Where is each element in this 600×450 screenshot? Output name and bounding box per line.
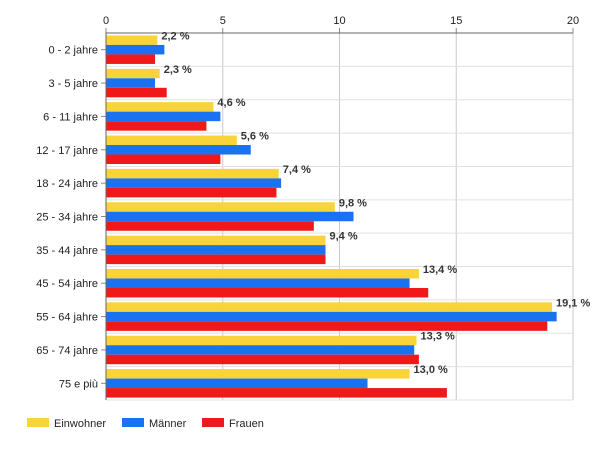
category-label: 55 - 64 jahre [36,312,98,324]
category-label: 12 - 17 jahre [36,145,98,157]
legend-swatch-männer [122,418,144,427]
category-label: 75 e più [59,378,98,390]
legend-label: Männer [149,418,187,430]
data-label: 4,6 % [217,97,245,109]
bar-männer [106,245,326,255]
data-label: 9,8 % [339,197,367,209]
category-label: 35 - 44 jahre [36,245,98,257]
bar-männer [106,311,557,322]
x-tick-label: 10 [333,15,345,27]
axes [101,28,574,400]
bar-frauen [106,121,207,131]
bar-männer [106,78,156,88]
bar-frauen [106,87,167,98]
bar-einwohner [106,68,160,79]
data-label: 9,4 % [329,231,357,243]
data-label: 2,3 % [164,64,192,76]
bar-einwohner [106,302,552,312]
legend-swatch-einwohner [27,418,49,427]
bar-frauen [106,388,447,398]
bar-einwohner [106,335,417,346]
x-tick-label: 15 [450,15,462,27]
bar-frauen [106,321,548,331]
data-label: 13,3 % [421,331,455,343]
x-tick-label: 5 [220,15,226,27]
x-tick-label: 0 [103,15,109,27]
bar-einwohner [106,268,419,279]
bar-einwohner [106,235,326,246]
bar-frauen [106,354,419,365]
bar-männer [106,145,251,155]
labels: 0 5 10 15 20 0 - 2 jahre 2,2 % 3 - 5 jahre 2,3 %… [36,15,590,390]
bar-einwohner [106,102,214,112]
category-label: 0 - 2 jahre [48,45,98,57]
bar-einwohner [106,168,279,179]
category-label: 25 - 34 jahre [36,212,98,224]
data-label: 2,2 % [161,30,189,42]
legend-swatch-frauen [202,418,224,427]
legend-label: Frauen [229,418,264,430]
bar-frauen [106,154,221,165]
bar-frauen [106,54,156,64]
data-label: 13,0 % [414,364,448,376]
data-label: 19,1 % [556,297,590,309]
category-label: 18 - 24 jahre [36,178,98,190]
bar-männer [106,278,410,288]
bar-einwohner [106,369,410,379]
bar-männer [106,211,354,222]
data-label: 5,6 % [241,131,269,143]
bar-männer [106,44,165,55]
category-label: 65 - 74 jahre [36,345,98,357]
bar-männer [106,345,415,355]
category-label: 6 - 11 jahre [43,111,98,123]
category-label: 3 - 5 jahre [48,78,98,90]
bar-einwohner [106,35,158,45]
legend: Einwohner Männer Frauen [27,418,264,430]
bar-einwohner [106,135,237,146]
bar-frauen [106,221,314,231]
bar-männer [106,178,282,188]
legend-label: Einwohner [54,418,106,430]
bars [106,35,557,398]
bar-frauen [106,287,429,298]
category-label: 45 - 54 jahre [36,278,98,290]
x-tick-label: 20 [567,15,579,27]
bar-einwohner [106,202,335,212]
bar-männer [106,111,221,122]
data-label: 13,4 % [423,264,457,276]
bar-frauen [106,187,277,198]
bar-männer [106,378,368,389]
bar-frauen [106,254,326,265]
data-label: 7,4 % [283,164,311,176]
